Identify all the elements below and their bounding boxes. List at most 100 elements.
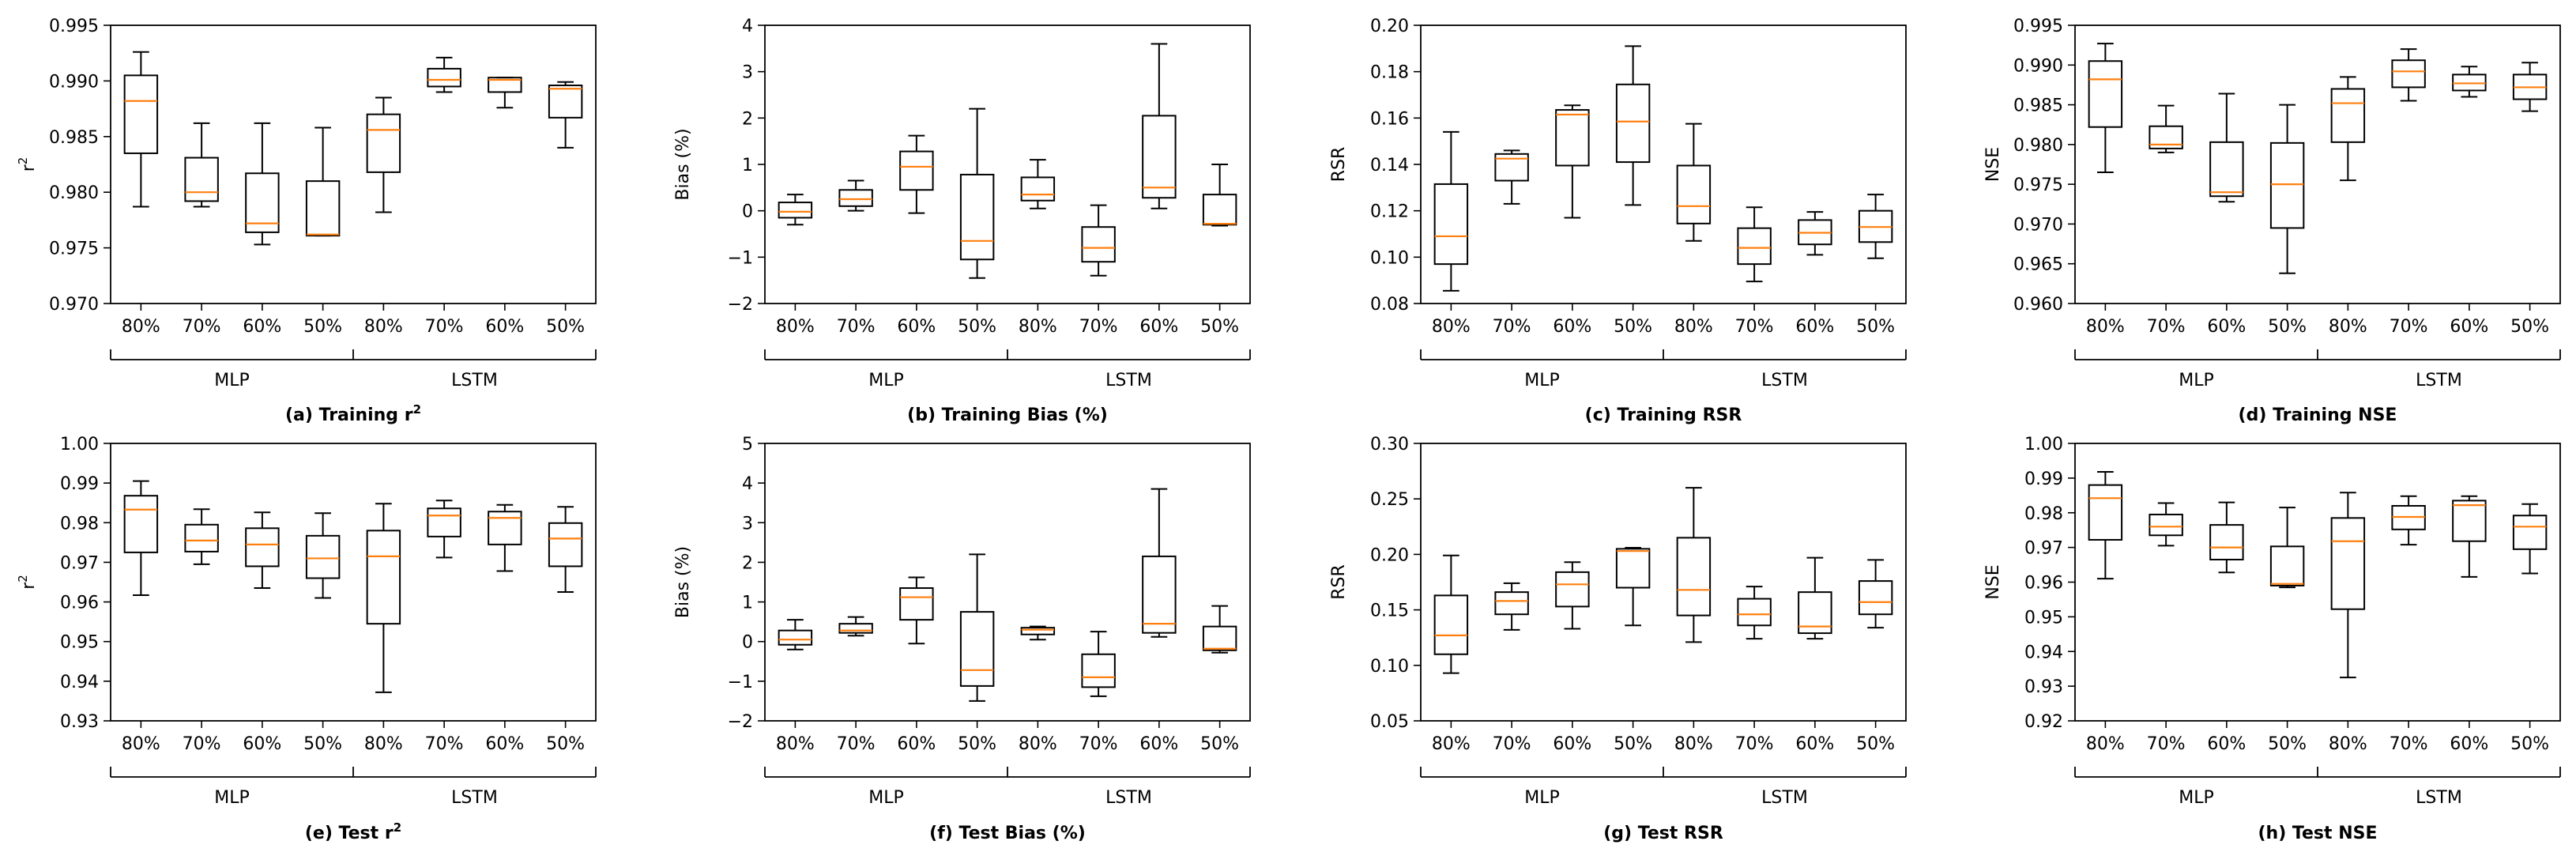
chart-7-iqr-0 (2088, 484, 2123, 541)
chart-3-box-3 (2269, 104, 2305, 274)
chart-3-xtick-label-7: 50% (2510, 317, 2549, 337)
chart-3-iqr-0 (2088, 60, 2123, 128)
chart-3-group-label-0: MLP (2179, 371, 2214, 390)
chart-2-group-label-1: LSTM (1761, 371, 1808, 390)
chart-0-box-5 (427, 56, 461, 93)
chart-5-iqr-4 (1020, 627, 1056, 635)
chart-4-ytick-label-2: 0.95 (60, 633, 99, 653)
chart-0-box-0 (123, 51, 159, 208)
chart-3-xtick-label-1: 70% (2147, 317, 2186, 337)
chart-7-box-5 (2391, 495, 2426, 546)
chart-6-ytick-label-3: 0.20 (1370, 545, 1409, 565)
chart-0-box-7 (548, 81, 583, 149)
chart-5-box-4 (1020, 625, 1056, 641)
chart-1-xtick-label-5: 70% (1079, 317, 1118, 337)
chart-0-ylabel: r2 (16, 157, 39, 172)
chart-4-iqr-2 (245, 527, 280, 568)
chart-0: 0.970 0.975 0.980 0.985 0.990 0.995 80% 70% 60% 5… (16, 17, 597, 425)
chart-7-box-6 (2452, 495, 2487, 578)
chart-2-frame (1420, 25, 1907, 304)
chart-7-box-1 (2149, 502, 2183, 547)
chart-7-xtick-label-2: 60% (2207, 734, 2246, 754)
chart-6-iqr-2 (1555, 571, 1590, 608)
chart-4-ytick-label-1: 0.94 (60, 673, 99, 692)
chart-0-box-2 (245, 122, 280, 246)
chart-0-group-label-0: MLP (214, 371, 250, 390)
chart-4-xtick-label-5: 70% (425, 734, 464, 754)
chart-5-iqr-2 (899, 587, 934, 621)
chart-1-ytick-label-1: −1 (728, 248, 753, 268)
chart-1-box-3 (959, 107, 995, 279)
chart-3-group-label-1: LSTM (2416, 371, 2462, 390)
chart-5-xtick-label-2: 60% (897, 734, 936, 754)
chart-6-ytick-label-1: 0.10 (1370, 657, 1409, 677)
chart-3-box-2 (2209, 92, 2244, 203)
chart-2-ytick-label-0: 0.08 (1370, 295, 1409, 315)
chart-3-ytick-label-6: 0.990 (2013, 56, 2063, 76)
chart-0-group-label-1: LSTM (451, 371, 498, 390)
chart-0-xtick-label-3: 50% (303, 317, 342, 337)
chart-4-xtick-label-3: 50% (303, 734, 342, 754)
chart-1-frame (764, 25, 1251, 304)
chart-4-ytick-label-6: 0.99 (60, 474, 99, 494)
chart-6-xtick-label-6: 60% (1795, 734, 1834, 754)
chart-6: 0.05 0.10 0.15 0.20 0.25 0.30 80% 70% 60% 50% 80% 7… (1329, 435, 1907, 843)
chart-5-ytick-label-6: 4 (742, 474, 753, 494)
chart-1-box-1 (838, 179, 873, 212)
chart-7-iqr-6 (2452, 500, 2487, 542)
chart-5-ytick-label-5: 3 (742, 514, 753, 534)
chart-1-box-7 (1202, 164, 1237, 227)
chart-3-ytick-label-7: 0.995 (2013, 17, 2063, 36)
chart-3-ytick-label-2: 0.970 (2013, 215, 2063, 235)
chart-0-ytick-label-3: 0.985 (49, 128, 99, 148)
chart-1-xtick-label-3: 50% (958, 317, 996, 337)
chart-0-iqr-5 (427, 67, 461, 88)
chart-0-iqr-3 (305, 180, 341, 237)
chart-1-iqr-5 (1081, 226, 1116, 263)
chart-2-ylabel: RSR (1329, 147, 1349, 183)
chart-3-caption: (d) Training NSE (2239, 405, 2397, 425)
chart-5-ytick-label-7: 5 (742, 435, 753, 454)
chart-3-ylabel: NSE (1983, 147, 2003, 182)
chart-3-box-4 (2330, 76, 2366, 182)
chart-2-ytick-label-4: 0.16 (1370, 109, 1409, 129)
chart-3-box-0 (2088, 43, 2123, 174)
chart-6-ytick-label-0: 0.05 (1370, 712, 1409, 732)
chart-4-xtick-label-7: 50% (546, 734, 585, 754)
chart-2-ytick-label-3: 0.14 (1370, 156, 1409, 175)
chart-2-xtick-label-0: 80% (1432, 317, 1471, 337)
chart-7-iqr-4 (2330, 517, 2366, 610)
chart-4-iqr-7 (548, 522, 583, 568)
chart-0-caption: (a) Training r2 (285, 402, 421, 425)
chart-7-xtick-label-5: 70% (2390, 734, 2428, 754)
chart-2-iqr-2 (1555, 109, 1590, 167)
chart-4-box-7 (548, 506, 583, 594)
chart-7-ytick-label-4: 0.96 (2024, 574, 2063, 594)
chart-6-iqr-3 (1615, 548, 1651, 589)
chart-0-box-1 (184, 122, 219, 208)
chart-2-caption: (c) Training RSR (1585, 405, 1742, 425)
chart-6-iqr-1 (1494, 591, 1529, 616)
chart-5-iqr-5 (1081, 653, 1116, 688)
chart-2-xtick-label-5: 70% (1735, 317, 1774, 337)
chart-0-xtick-label-5: 70% (425, 317, 464, 337)
chart-3-xtick-label-0: 80% (2086, 317, 2125, 337)
chart-4-caption-sup: 2 (394, 820, 401, 835)
chart-2-ytick-label-1: 0.10 (1370, 248, 1409, 268)
chart-4-iqr-0 (123, 495, 159, 553)
chart-4-iqr-6 (488, 511, 522, 545)
chart-5-box-1 (838, 616, 873, 637)
chart-1-iqr-3 (959, 173, 995, 261)
chart-4-ylabel: r2 (16, 575, 39, 590)
chart-1-xtick-label-4: 80% (1019, 317, 1057, 337)
chart-5-box-6 (1142, 488, 1177, 638)
chart-4-xtick-label-2: 60% (243, 734, 281, 754)
chart-1-caption: (b) Training Bias (%) (907, 405, 1108, 425)
chart-0-box-6 (488, 77, 522, 109)
chart-7: 0.92 0.93 0.94 0.95 0.96 0.97 0.98 0.99 1.00 80% 7… (1983, 435, 2561, 843)
chart-6-box-2 (1555, 561, 1590, 630)
chart-5-box-0 (778, 619, 813, 650)
chart-0-frame (110, 25, 597, 304)
chart-0-iqr-2 (245, 172, 280, 233)
chart-1-box-0 (778, 194, 813, 226)
